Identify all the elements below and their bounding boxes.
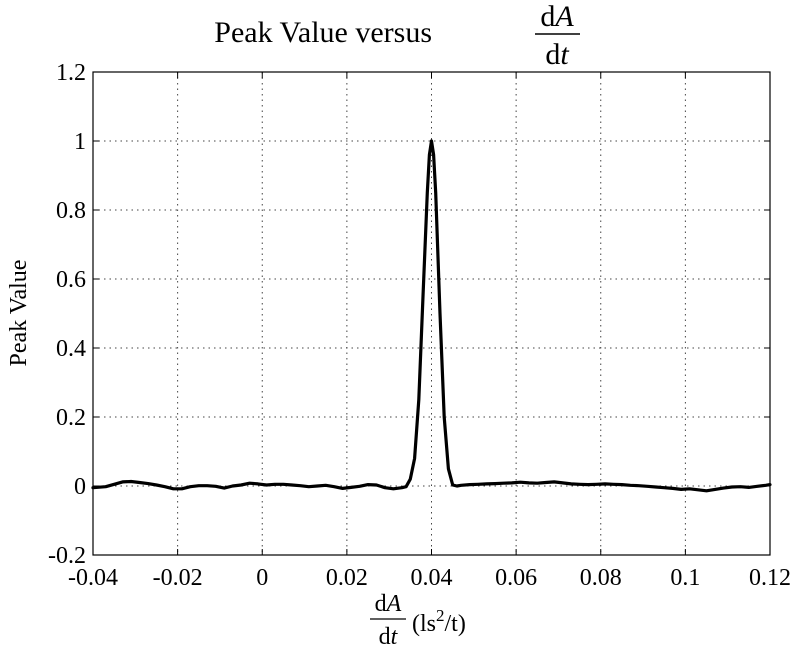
grid-lines	[93, 72, 770, 555]
frac-var: A	[553, 0, 574, 33]
x-tick-label: 0.06	[495, 565, 537, 591]
x-tick-label: 0.04	[411, 565, 453, 591]
x-tick-label: 0.12	[749, 565, 791, 591]
title-fraction-numerator: dA	[540, 0, 574, 33]
frac-var: t	[560, 38, 569, 71]
title-fraction-denominator: dt	[545, 38, 569, 71]
y-tick-label: 0.2	[56, 405, 86, 431]
frac-d: d	[545, 38, 560, 71]
xlabel-unit: (ls2/t)	[412, 606, 466, 637]
x-tick-label: 0.08	[580, 565, 622, 591]
y-tick-label: 0.8	[56, 198, 86, 224]
xlabel-fraction-numerator: dA	[375, 591, 402, 617]
y-tick-label: -0.2	[48, 543, 86, 569]
y-axis-label: Peak Value	[6, 260, 32, 367]
x-tick-label: 0.02	[326, 565, 368, 591]
y-tick-label: 1.2	[56, 60, 86, 86]
x-tick-label: -0.04	[68, 565, 118, 591]
x-axis-label: dA dt (ls2/t)	[370, 591, 466, 650]
title-prefix: Peak Value versus	[214, 16, 432, 49]
y-tick-label: 0.4	[56, 336, 86, 362]
frac-d: d	[375, 591, 387, 617]
y-tick-label: 0	[74, 474, 86, 500]
frac-d: d	[540, 0, 555, 33]
xlabel-fraction-denominator: dt	[379, 624, 399, 650]
x-tick-label: -0.02	[153, 565, 203, 591]
axes-box	[92, 71, 771, 556]
x-tick-labels: -0.04 -0.02 0 0.02 0.04 0.06 0.08 0.1 0.12	[68, 565, 791, 591]
xlabel-unit-close: /t)	[445, 611, 466, 637]
chart-title: Peak Value versus dA dt	[214, 0, 580, 71]
frac-var: t	[391, 624, 399, 650]
y-tick-label: 0.6	[56, 267, 86, 293]
xlabel-unit-open: (ls	[412, 611, 436, 637]
frac-d: d	[379, 624, 391, 650]
x-tick-label: 0	[256, 565, 268, 591]
series-layer	[91, 139, 772, 493]
series-line	[91, 139, 772, 493]
y-tick-labels: -0.2 0 0.2 0.4 0.6 0.8 1 1.2	[48, 60, 86, 569]
frac-var: A	[385, 591, 402, 617]
y-tick-label: 1	[74, 129, 86, 155]
x-tick-label: 0.1	[670, 565, 700, 591]
xlabel-unit-sup: 2	[436, 606, 445, 625]
